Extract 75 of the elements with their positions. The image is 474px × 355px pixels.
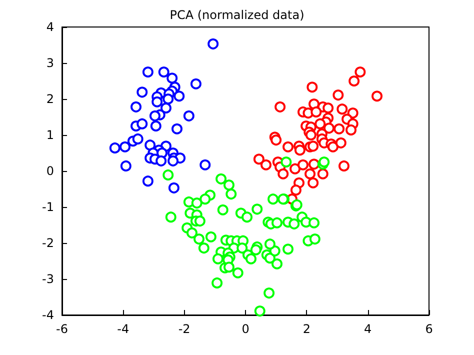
point xyxy=(168,155,179,166)
x-tick-label: 2 xyxy=(302,322,310,336)
point xyxy=(282,141,294,152)
y-tick-label: 3 xyxy=(46,56,54,70)
point xyxy=(308,177,319,188)
point xyxy=(314,118,326,130)
y-tick-label: -4 xyxy=(42,308,54,322)
x-tick-label: -6 xyxy=(56,322,68,336)
point xyxy=(208,38,219,50)
point xyxy=(152,96,163,108)
point xyxy=(260,159,272,170)
point xyxy=(200,159,211,170)
point xyxy=(166,72,178,84)
x-tick-label: 0 xyxy=(242,322,250,336)
point xyxy=(306,82,318,93)
point xyxy=(174,90,185,102)
point xyxy=(253,154,264,165)
point xyxy=(335,137,346,148)
point xyxy=(354,66,366,78)
point xyxy=(136,86,148,98)
point xyxy=(327,141,338,152)
point xyxy=(120,141,130,152)
x-tick-label: -2 xyxy=(178,322,190,336)
point xyxy=(168,182,180,194)
point xyxy=(132,133,144,144)
point xyxy=(109,142,120,154)
point xyxy=(294,144,306,156)
point xyxy=(144,140,156,151)
point xyxy=(324,122,334,134)
point xyxy=(183,110,194,122)
x-tick-label: -4 xyxy=(117,322,130,336)
point xyxy=(308,158,320,170)
point xyxy=(270,134,282,146)
point xyxy=(332,90,344,101)
point xyxy=(338,160,350,172)
x-tick-label: 6 xyxy=(425,322,433,336)
point xyxy=(278,168,289,180)
point xyxy=(290,163,301,174)
point xyxy=(190,78,202,90)
y-tick-label: 0 xyxy=(46,164,54,178)
point xyxy=(317,168,328,180)
point xyxy=(162,94,174,104)
y-tick-label: 1 xyxy=(46,128,54,142)
point xyxy=(120,160,132,172)
point xyxy=(348,76,360,86)
y-tick-label: -2 xyxy=(42,236,54,250)
point xyxy=(156,155,167,166)
point xyxy=(136,118,148,130)
y-tick-label: -1 xyxy=(42,200,54,214)
point xyxy=(149,110,160,122)
point xyxy=(298,159,308,170)
point xyxy=(142,176,154,187)
point xyxy=(334,123,345,134)
y-tick-label: -3 xyxy=(42,272,54,286)
point xyxy=(322,102,334,114)
point xyxy=(142,66,154,78)
point xyxy=(372,90,383,102)
point xyxy=(130,101,142,112)
x-tick-label: 4 xyxy=(364,322,372,336)
chart-title: PCA (normalized data) xyxy=(170,8,304,22)
y-tick-label: 4 xyxy=(46,20,54,34)
point xyxy=(290,184,302,196)
point xyxy=(150,120,162,132)
point xyxy=(308,140,319,152)
point xyxy=(160,102,172,114)
point xyxy=(305,130,316,140)
point xyxy=(304,168,316,180)
y-tick-label: 2 xyxy=(46,92,54,106)
point xyxy=(158,66,170,78)
point xyxy=(310,106,322,118)
point xyxy=(347,108,358,119)
point xyxy=(336,104,348,115)
point xyxy=(172,123,182,134)
point xyxy=(346,124,357,136)
point xyxy=(274,101,286,112)
